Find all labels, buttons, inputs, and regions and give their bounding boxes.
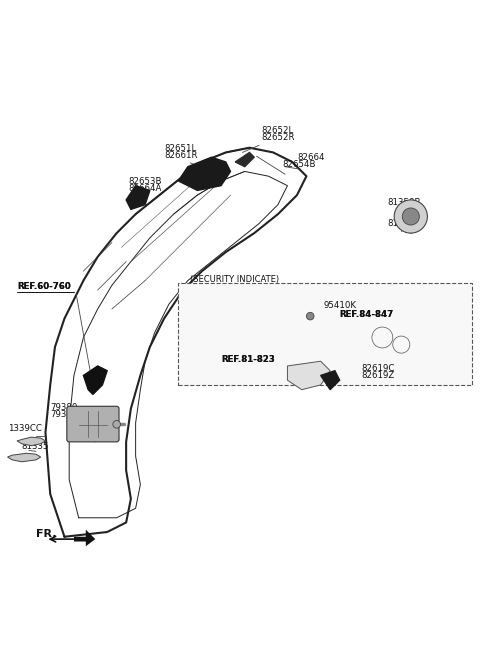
Text: 82661R: 82661R bbox=[164, 151, 198, 160]
Text: 81350B: 81350B bbox=[387, 197, 420, 207]
Polygon shape bbox=[84, 366, 107, 394]
Text: REF.81-823: REF.81-823 bbox=[221, 355, 275, 364]
Text: 82651L: 82651L bbox=[164, 144, 196, 154]
Polygon shape bbox=[8, 453, 41, 462]
Text: 82619Z: 82619Z bbox=[361, 371, 395, 380]
Polygon shape bbox=[321, 371, 340, 390]
Text: 1339CC: 1339CC bbox=[8, 424, 41, 434]
Text: 95410K: 95410K bbox=[323, 302, 356, 310]
Text: 82664: 82664 bbox=[297, 153, 324, 162]
Text: 79380: 79380 bbox=[50, 403, 78, 412]
Text: REF.60-760: REF.60-760 bbox=[17, 282, 71, 291]
Text: 82654B: 82654B bbox=[283, 159, 316, 169]
Circle shape bbox=[113, 420, 120, 428]
Text: 1125DL: 1125DL bbox=[86, 432, 119, 441]
FancyBboxPatch shape bbox=[179, 283, 472, 385]
Text: REF.81-823: REF.81-823 bbox=[221, 355, 275, 364]
Polygon shape bbox=[288, 361, 330, 390]
Polygon shape bbox=[17, 437, 46, 445]
Text: 82652L: 82652L bbox=[261, 126, 294, 135]
Text: 81456C: 81456C bbox=[387, 219, 420, 228]
Polygon shape bbox=[235, 152, 254, 167]
Polygon shape bbox=[74, 529, 96, 546]
Text: 82664A: 82664A bbox=[129, 184, 162, 193]
Circle shape bbox=[402, 208, 420, 225]
Text: 82619C: 82619C bbox=[361, 364, 395, 373]
Text: REF.84-847: REF.84-847 bbox=[340, 310, 394, 319]
Text: REF.60-760: REF.60-760 bbox=[17, 282, 71, 291]
Text: 82653B: 82653B bbox=[129, 176, 162, 186]
Text: (SECURITY INDICATE): (SECURITY INDICATE) bbox=[190, 275, 279, 284]
Text: 82652R: 82652R bbox=[261, 133, 295, 142]
Text: 81335: 81335 bbox=[22, 442, 49, 451]
FancyBboxPatch shape bbox=[67, 406, 119, 442]
Text: REF.84-847: REF.84-847 bbox=[340, 310, 394, 319]
Circle shape bbox=[394, 200, 427, 233]
Circle shape bbox=[306, 312, 314, 320]
Polygon shape bbox=[179, 157, 230, 190]
Text: FR.: FR. bbox=[36, 529, 57, 539]
Text: 79390: 79390 bbox=[50, 410, 77, 419]
Polygon shape bbox=[126, 186, 150, 209]
